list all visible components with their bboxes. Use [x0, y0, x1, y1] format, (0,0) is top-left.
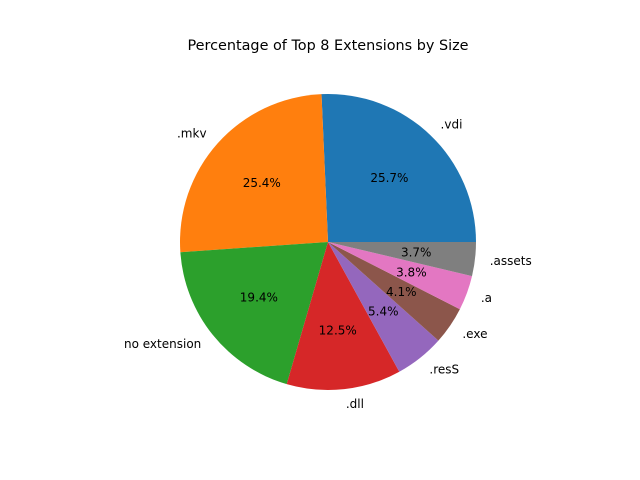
pie-slices	[179, 94, 476, 391]
chart-title: Percentage of Top 8 Extensions by Size	[187, 38, 468, 54]
pie-slice-dll	[286, 242, 400, 391]
pie-slice-vdi	[321, 94, 476, 243]
pie-slice-ress	[328, 242, 439, 372]
percent-label-a: 3.8%	[396, 266, 427, 280]
slice-label-assets: .assets	[490, 254, 532, 268]
slice-label-mkv: .mkv	[177, 127, 207, 141]
pie-slice-a	[328, 242, 473, 310]
percent-label-mkv: 25.4%	[243, 176, 281, 190]
slice-label-exe: .exe	[462, 327, 487, 341]
slice-label-no-extension: no extension	[124, 337, 201, 351]
percent-label-assets: 3.7%	[401, 245, 432, 259]
slice-label-dll: .dll	[346, 397, 364, 411]
pie-slice-no-extension	[180, 242, 328, 385]
slice-label-ress: .resS	[429, 362, 459, 376]
slice-label-a: .a	[481, 291, 492, 305]
percent-label-dll: 12.5%	[319, 323, 357, 337]
percent-label-vdi: 25.7%	[370, 171, 408, 185]
slice-label-vdi: .vdi	[441, 117, 463, 131]
percent-label-no-extension: 19.4%	[240, 291, 278, 305]
pie-slice-assets	[328, 242, 476, 277]
pie-labels: .vdi 25.7% .mkv 25.4% no extension 19.4% .dll 1…	[124, 117, 532, 410]
pie-slice-mkv	[179, 94, 328, 253]
percent-label-exe: 4.1%	[386, 285, 417, 299]
pie-slice-exe	[328, 242, 460, 341]
percent-label-ress: 5.4%	[368, 304, 399, 318]
